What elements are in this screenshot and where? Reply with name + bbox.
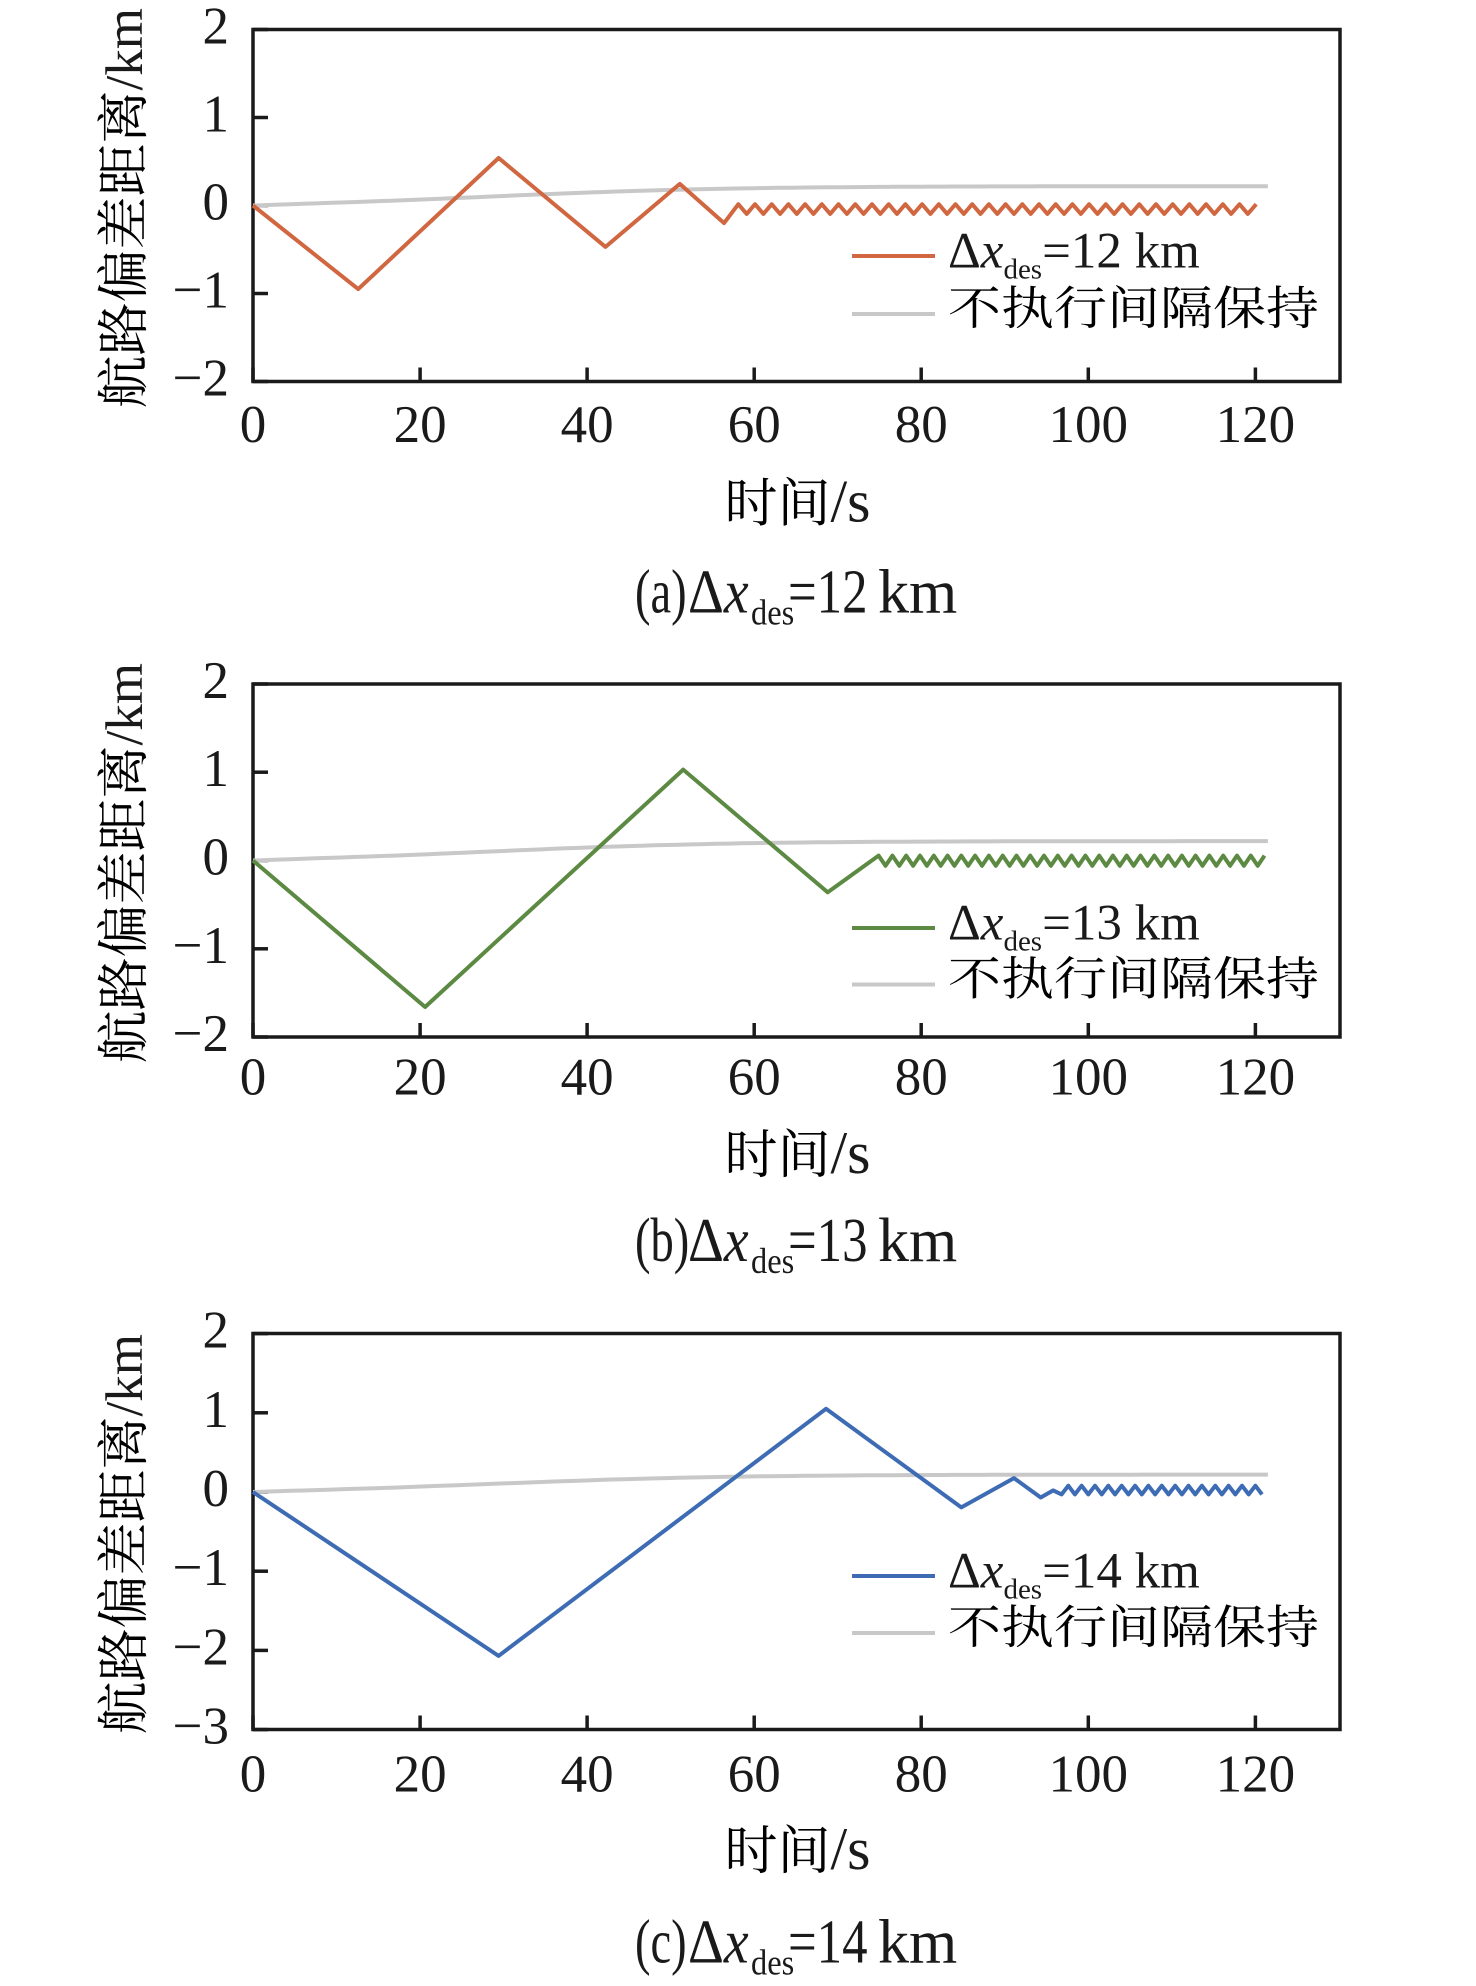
svg-text:0: 0 [240, 1746, 267, 1804]
svg-text:Δx: Δx [688, 1205, 749, 1274]
svg-text:80: 80 [895, 1746, 948, 1804]
svg-text:Δxdes=12 km: Δxdes=12 km [948, 224, 1200, 286]
svg-text:km: km [878, 1207, 957, 1275]
svg-text:Δx: Δx [688, 557, 749, 626]
svg-text:60: 60 [728, 1746, 781, 1804]
svg-text:0: 0 [240, 1049, 267, 1107]
svg-text:1: 1 [203, 740, 230, 798]
svg-text:20: 20 [394, 1746, 447, 1804]
svg-text:−2: −2 [173, 1618, 229, 1676]
svg-text:=14: =14 [788, 1908, 868, 1977]
svg-text:120: 120 [1216, 396, 1296, 454]
svg-text:60: 60 [728, 1049, 781, 1107]
svg-text:40: 40 [561, 1746, 614, 1804]
svg-text:80: 80 [895, 396, 948, 454]
svg-text:120: 120 [1216, 1746, 1296, 1804]
svg-text:60: 60 [728, 396, 781, 454]
svg-text:0: 0 [203, 1460, 230, 1518]
svg-text:des: des [751, 1943, 794, 1983]
svg-text:2: 2 [203, 0, 230, 56]
svg-text:120: 120 [1216, 1049, 1296, 1107]
svg-text:−1: −1 [173, 1539, 229, 1597]
svg-text:Δxdes=14 km: Δxdes=14 km [948, 1544, 1200, 1606]
svg-text:−3: −3 [173, 1698, 229, 1756]
svg-text:−2: −2 [173, 350, 229, 408]
svg-text:0: 0 [203, 174, 230, 232]
svg-text:80: 80 [895, 1049, 948, 1107]
svg-text:(c): (c) [635, 1907, 687, 1976]
svg-text:des: des [751, 593, 794, 633]
svg-text:1: 1 [203, 86, 230, 144]
svg-text:40: 40 [561, 396, 614, 454]
svg-text:−1: −1 [173, 262, 229, 320]
svg-text:(a): (a) [635, 557, 687, 626]
svg-text:20: 20 [394, 396, 447, 454]
svg-text:40: 40 [561, 1049, 614, 1107]
svg-text:des: des [751, 1241, 794, 1281]
svg-text:100: 100 [1049, 1049, 1129, 1107]
svg-text:20: 20 [394, 1049, 447, 1107]
svg-text:0: 0 [240, 396, 267, 454]
svg-text:0: 0 [203, 829, 230, 887]
svg-text:100: 100 [1049, 396, 1129, 454]
svg-text:1: 1 [203, 1381, 230, 1439]
svg-text:100: 100 [1049, 1746, 1129, 1804]
svg-text:km: km [878, 1909, 957, 1977]
svg-text:Δx: Δx [688, 1907, 749, 1976]
svg-text:(b): (b) [635, 1206, 689, 1275]
svg-text:2: 2 [203, 652, 230, 710]
svg-text:km: km [878, 559, 957, 627]
svg-text:Δxdes=13 km: Δxdes=13 km [948, 896, 1200, 958]
svg-text:2: 2 [203, 1302, 230, 1360]
svg-text:=13: =13 [788, 1206, 868, 1275]
svg-text:=12: =12 [788, 558, 868, 627]
svg-text:−1: −1 [173, 917, 229, 975]
svg-text:−2: −2 [173, 1005, 229, 1063]
